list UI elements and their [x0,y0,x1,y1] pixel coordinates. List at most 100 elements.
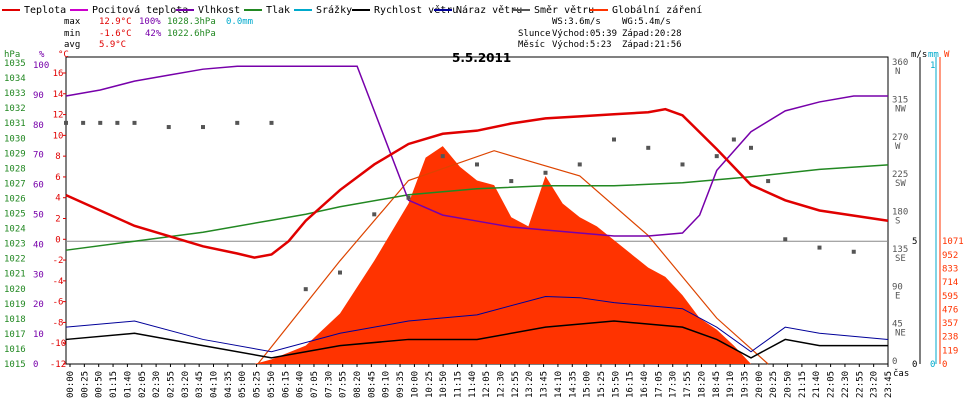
c-tick-label: -4 [53,277,64,287]
wind-direction-point [235,120,240,125]
x-tick-label: 18:20 [697,371,707,398]
radiation-series [66,146,888,365]
x-tick-label: 21:15 [798,371,808,398]
x-tick-label: 10:50 [439,371,449,398]
pct-tick-label: 40 [33,240,44,250]
time-axis-label: čas [893,368,909,379]
min-temp: -1.6°C [99,29,132,39]
pct-tick-label: 100 [33,61,49,71]
wind-direction-point [577,162,582,167]
x-tick-label: 03:45 [195,371,205,398]
c-tick-label: 8 [55,152,60,162]
min-press: 1022.6hPa [167,29,216,39]
hpa-tick-label: 1021 [4,270,26,280]
x-tick-label: 15:25 [597,371,607,398]
hpa-tick-label: 1017 [4,330,26,340]
wind-direction-point [338,270,342,275]
hpa-tick-label: 1023 [4,240,26,250]
hpa-tick-label: 1032 [4,104,26,114]
dir-tick-label: 315 [892,95,908,105]
pct-tick-label: 90 [33,91,44,101]
wind-direction-point [543,170,548,175]
hpa-tick-label: 1028 [4,164,26,174]
slunce-zapad: Západ:20:28 [622,29,682,39]
dir-tick-label: S [895,217,900,227]
mesic-vychod: Východ:5:23 [552,40,612,50]
x-tick-label: 13:20 [525,371,535,398]
ms-tick-label: 0 [912,360,917,370]
x-tick-label: 19:35 [740,371,750,398]
radiation-max-line [257,150,769,365]
mm-tick-label: 1 [930,61,935,71]
x-tick-label: 16:15 [626,371,636,398]
wind-direction-point [269,120,274,125]
x-tick-label: 09:10 [382,371,392,398]
c-tick-label: -2 [53,256,64,266]
x-tick-label: 20:00 [755,371,765,398]
chart-title: 5.5.2011 [452,51,511,65]
x-tick-label: 14:10 [554,371,564,398]
hpa-tick-label: 1026 [4,194,26,204]
c-tick-label: 14 [53,90,64,100]
wind-direction-point [98,120,103,125]
wind-direction-point [81,120,86,125]
x-tick-label: 00:00 [66,371,76,398]
ws-text: WS:3.6m/s [552,17,601,27]
wind-direction-point [749,145,753,150]
x-tick-label: 00:50 [95,371,105,398]
x-tick-label: 10:00 [410,371,420,398]
w-tick-label: 238 [942,333,958,343]
legend: Teplota Pocitová teplota Vlhkost Tlak Srážky… [2,4,702,16]
max-press: 1028.3hPa [167,17,216,27]
pct-axis-label: % [39,50,45,60]
dir-tick-label: W [895,142,901,152]
x-tick-label: 17:55 [683,371,693,398]
c-tick-label: 6 [55,173,60,183]
min-label: min [64,29,80,39]
x-tick-label: 21:40 [812,371,822,398]
hpa-axis-label: hPa [4,50,20,60]
dir-tick-label: N [895,67,900,77]
dir-tick-label: SE [895,254,906,264]
hpa-tick-label: 1016 [4,345,26,355]
hpa-tick-label: 1030 [4,134,26,144]
humidity-line [65,65,888,237]
x-tick-label: 20:25 [769,371,779,398]
dir-tick-label: 270 [892,133,908,143]
sun-block: WS:3.6m/s WG:5.4m/s Slunce Východ:05:39 … [518,17,682,50]
c-tick-label: -10 [50,339,66,349]
pct-tick-label: 30 [33,270,44,280]
wind-direction-point [612,137,616,142]
pressure-line [65,164,889,251]
avg-label: avg [64,40,80,50]
x-tick-label: 16:40 [640,371,650,398]
wind-direction-point [646,145,651,150]
x-tick-label: 07:30 [324,371,334,398]
legend-label: Globální záření [612,4,702,16]
x-tick-label: 04:10 [210,371,220,398]
x-tick-label: 06:15 [281,371,291,398]
w-tick-label: 119 [942,346,958,356]
slunce-vychod: Východ:05:39 [552,29,617,39]
x-tick-label: 10:25 [425,371,435,398]
wind-gust-line [65,295,889,353]
w-tick-label: 595 [942,292,958,302]
max-hum: 100% [139,17,161,27]
wind-direction-point [817,245,822,250]
max-label: max [64,17,81,27]
legend-label: Teplota [24,5,66,16]
max-rain: 0.0mm [226,17,253,27]
wind-direction-point [475,162,479,167]
x-tick-label: 20:50 [784,371,794,398]
pct-tick-label: 50 [33,211,44,221]
w-tick-label: 1071 [942,237,964,247]
c-tick-label: 12 [53,111,64,121]
w-tick-label: 952 [942,251,958,261]
wind-direction-point [680,162,685,167]
w-tick-label: 0 [942,360,947,370]
hpa-tick-label: 1025 [4,210,26,220]
x-tick-label: 17:30 [669,371,679,398]
c-tick-label: 10 [53,131,64,141]
radiation-area [66,146,888,364]
wind-direction-point [509,179,514,184]
